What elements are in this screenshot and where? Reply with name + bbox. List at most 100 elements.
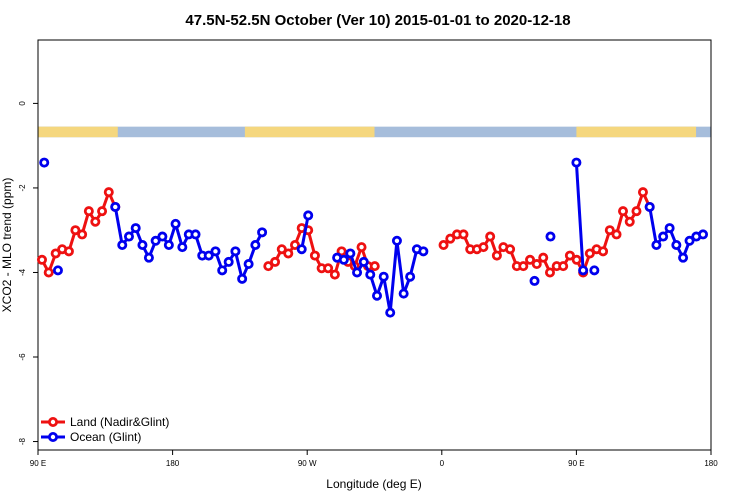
data-point [631,206,642,217]
data-point [323,263,334,274]
land-mask-segment [244,126,375,138]
data-point [518,261,529,272]
data-point [309,250,320,261]
data-point [270,256,281,267]
data-point [163,239,174,250]
data-point [336,246,347,257]
data-point [365,269,376,280]
data-point [637,187,648,198]
data-point [70,225,81,236]
data-point [398,288,409,299]
x-tick-label: 180 [704,459,718,468]
legend-label: Land (Nadir&Glint) [70,415,169,429]
y-tick-label: -2 [18,184,27,192]
data-point [137,239,148,250]
y-tick-label: -8 [18,437,27,445]
data-point [338,254,349,265]
data-point [190,229,201,240]
data-point [671,239,682,250]
chart-title: 47.5N-52.5N October (Ver 10) 2015-01-01 … [185,12,570,29]
x-axis-label: Longitude (deg E) [326,477,421,491]
data-point [598,246,609,257]
plot-area: 90 E 180 90 W 0 90 E 180 0 -2 -4 -6 -8 Land (Nadir&… [18,39,718,468]
data-point [371,290,382,301]
series-line [574,162,585,271]
data-point [217,265,228,276]
data-point [571,157,582,168]
data-point [39,157,50,168]
data-point [418,246,429,257]
data-point [564,250,575,261]
data-point [478,242,489,253]
data-point [250,239,261,250]
data-point [604,225,615,236]
data-point [385,307,396,318]
series-line [113,206,264,281]
data-point [52,265,63,276]
data-point [289,239,300,250]
data-point [664,223,675,234]
data-point [356,242,367,253]
data-point [63,246,74,257]
data-point [358,256,369,267]
data-point [658,231,669,242]
y-tick-label: -6 [18,353,27,361]
data-point [578,265,589,276]
data-point [203,250,214,261]
data-point [276,244,287,255]
data-point [485,231,496,242]
y-tick-label: 0 [18,101,27,106]
data-point [525,254,536,265]
data-point [263,261,274,272]
data-point [369,261,380,272]
data-point [50,248,61,259]
data-point [618,206,629,217]
data-point [170,218,181,229]
data-point [611,229,622,240]
data-point [405,271,416,282]
data-point [378,271,389,282]
data-point [110,201,121,212]
x-tick-label: 180 [166,459,180,468]
legend-marker [48,431,59,442]
data-point [352,267,363,278]
data-point [103,187,114,198]
data-point [329,269,340,280]
legend-label: Ocean (Glint) [70,430,141,444]
data-point [684,235,695,246]
data-point [123,231,134,242]
data-point [698,229,709,240]
data-point [445,233,456,244]
series-line [300,215,310,250]
data-point [505,244,516,255]
data-point [223,256,234,267]
data-point [538,252,549,263]
data-point [644,201,655,212]
data-point [177,242,188,253]
data-point [130,223,141,234]
data-point [571,254,582,265]
data-point [150,235,161,246]
data-point [589,265,600,276]
data-point [77,229,88,240]
data-point [243,259,254,270]
data-point [544,267,555,278]
data-point [283,248,294,259]
data-point [97,206,108,217]
data-point [210,246,221,257]
y-axis-label: XCO2 - MLO trend (ppm) [0,178,14,313]
legend-marker [48,416,59,427]
data-point [257,227,268,238]
data-point [90,216,101,227]
data-point [584,248,595,259]
data-point [157,231,168,242]
data-point [296,244,307,255]
land-mask-segment [576,126,697,138]
data-point [237,273,248,284]
data-point [391,235,402,246]
x-tick-label: 0 [440,459,445,468]
data-point [143,252,154,263]
y-tick-label: -4 [18,268,27,276]
data-point [117,239,128,250]
